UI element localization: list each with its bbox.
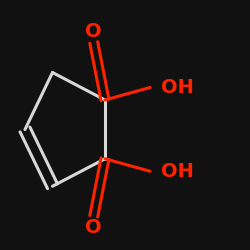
Text: O: O — [86, 218, 102, 237]
Text: OH: OH — [161, 162, 194, 181]
Text: O: O — [86, 22, 102, 41]
Text: OH: OH — [161, 78, 194, 97]
